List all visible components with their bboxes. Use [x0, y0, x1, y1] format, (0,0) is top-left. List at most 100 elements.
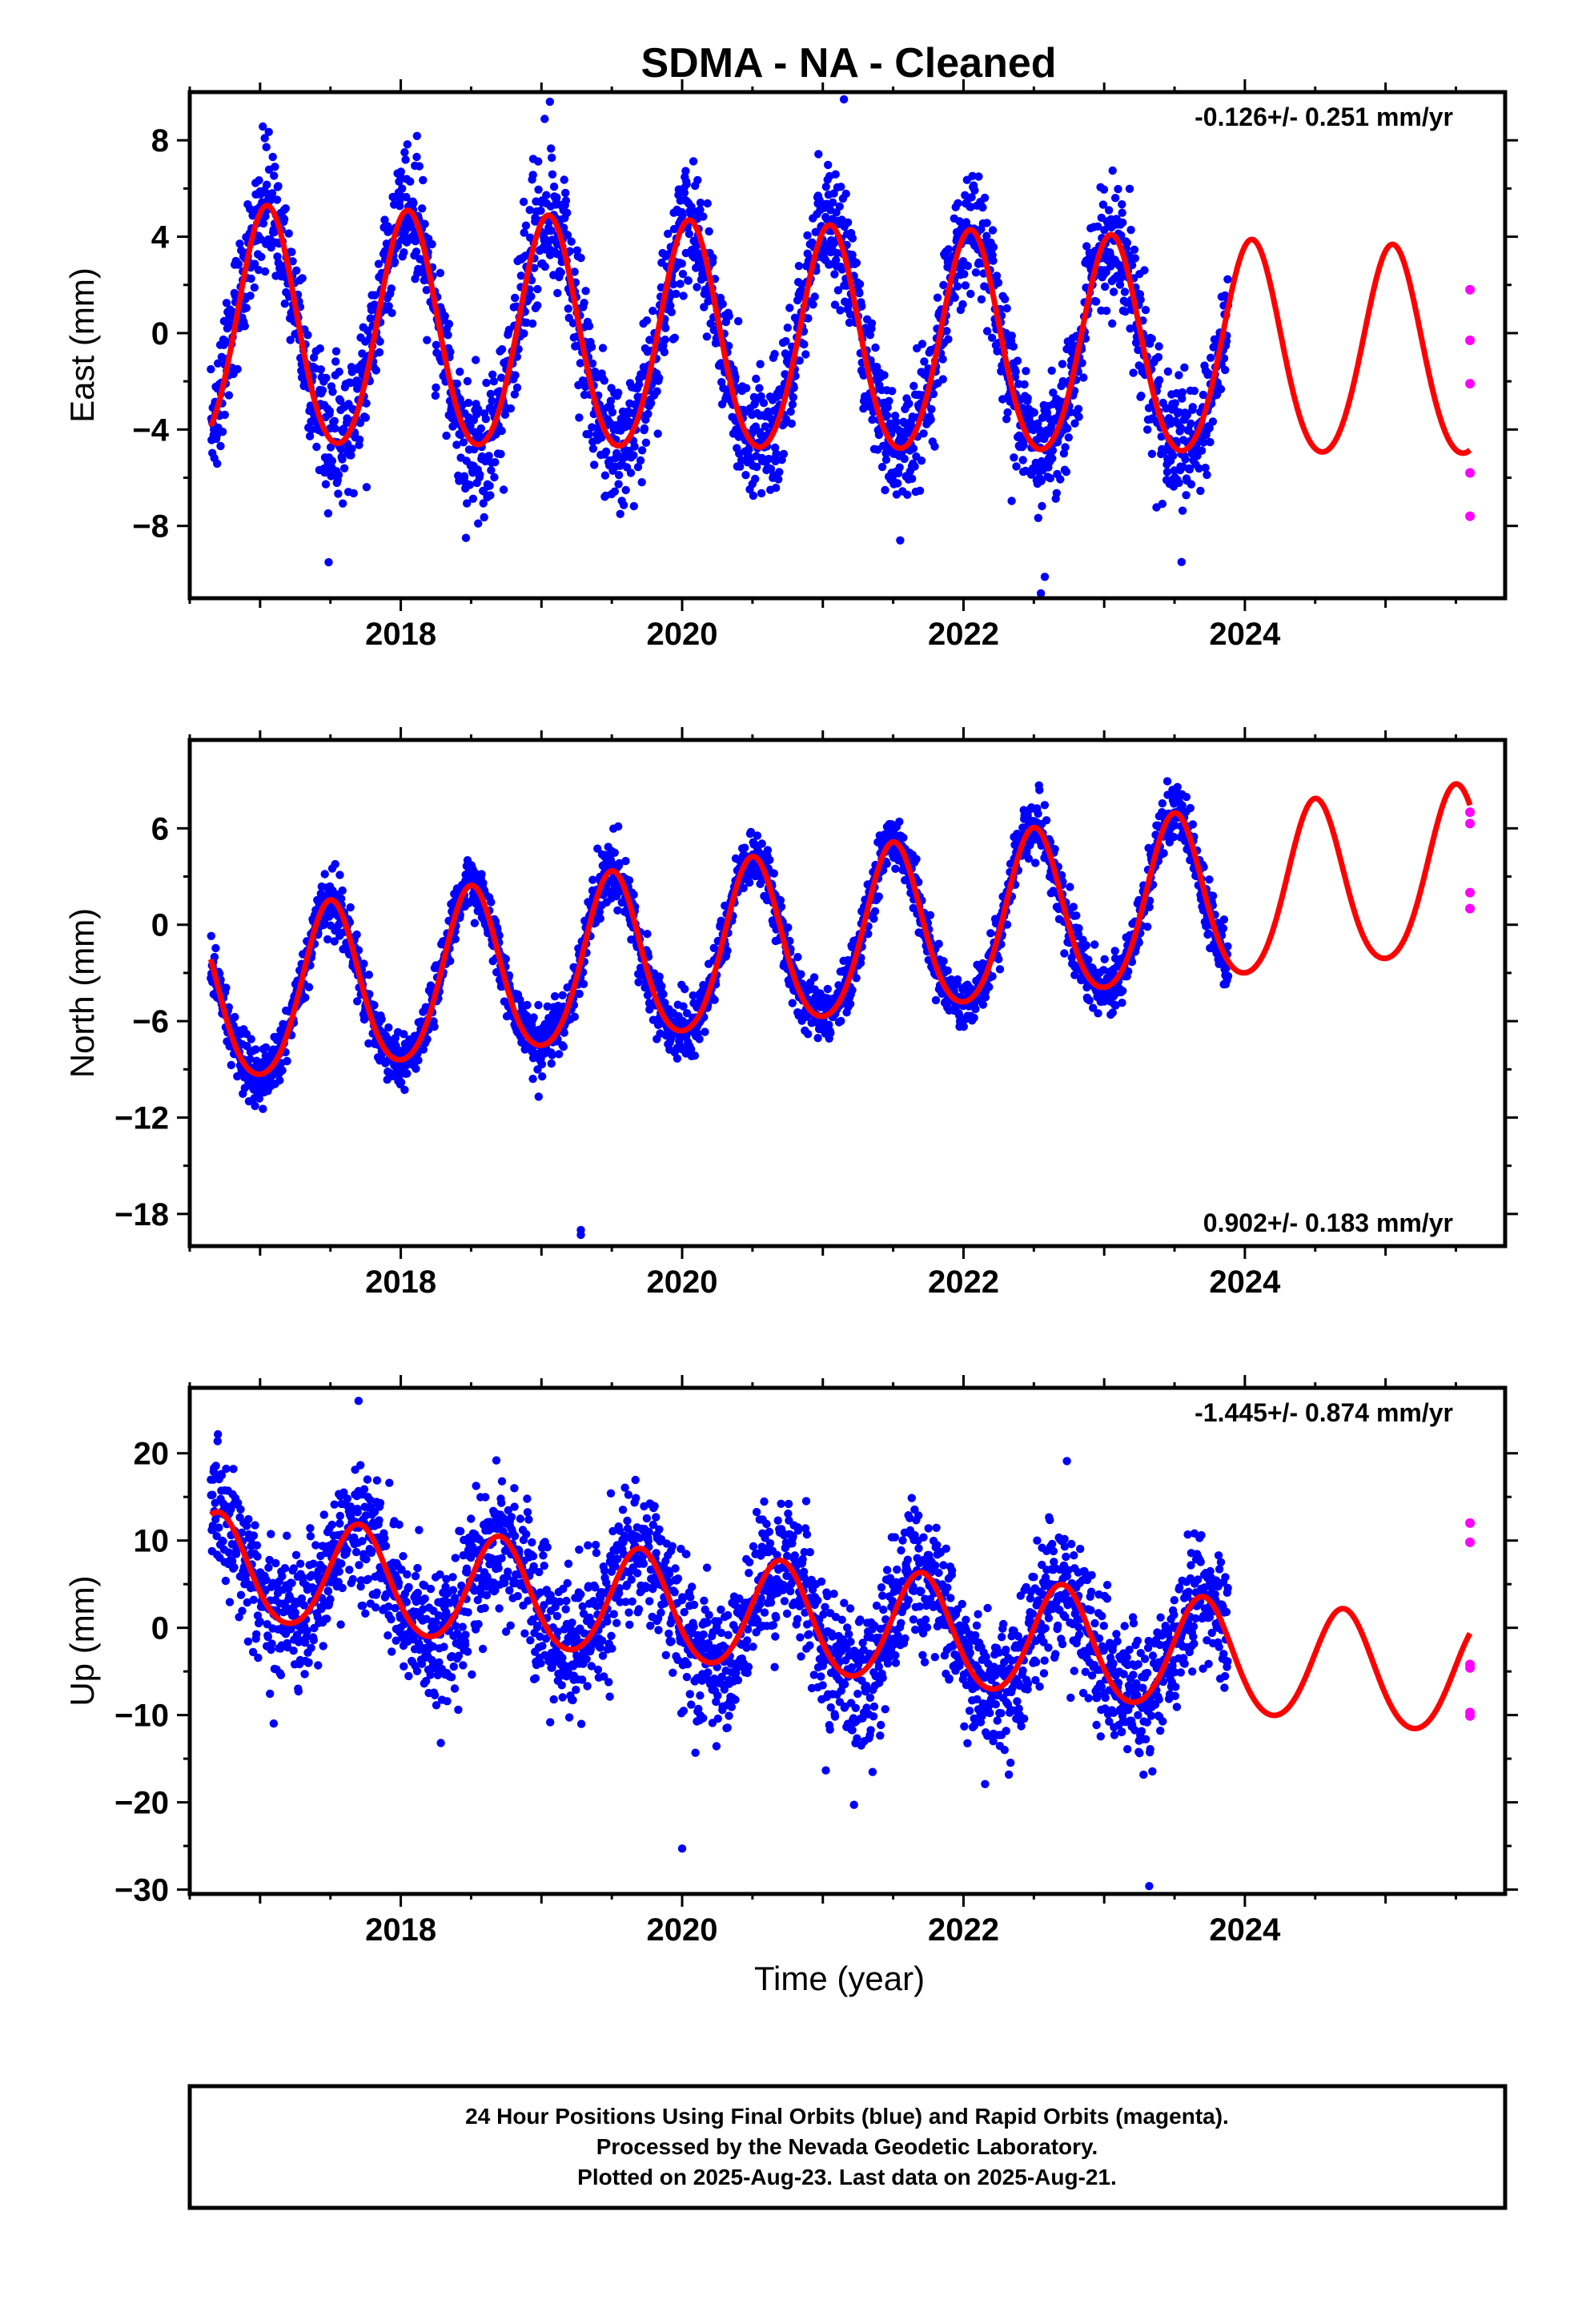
- data-point: [534, 157, 543, 166]
- data-point: [415, 162, 424, 171]
- data-point: [852, 259, 861, 267]
- data-point: [584, 430, 593, 439]
- data-point: [375, 337, 384, 346]
- data-point: [809, 300, 817, 309]
- data-point: [1034, 809, 1042, 818]
- data-point: [412, 152, 421, 162]
- data-point: [419, 1045, 428, 1054]
- data-point: [753, 831, 762, 840]
- data-point: [1082, 941, 1091, 950]
- data-point: [298, 274, 307, 283]
- data-point: [1034, 513, 1043, 522]
- data-point: [419, 175, 428, 185]
- data-point: [579, 979, 588, 989]
- data-point: [1104, 206, 1114, 215]
- data-point: [848, 986, 857, 995]
- data-point: [1079, 373, 1088, 382]
- data-point: [934, 939, 943, 948]
- data-point: [971, 1004, 980, 1014]
- data-point: [980, 193, 990, 203]
- data-point: [1046, 474, 1055, 483]
- data-point: [548, 1051, 556, 1059]
- data-point: [1094, 1009, 1102, 1018]
- data-point: [988, 226, 998, 235]
- data-point: [211, 943, 220, 953]
- data-point: [971, 268, 981, 277]
- data-point: [672, 289, 681, 299]
- data-point: [264, 127, 273, 136]
- data-point: [1182, 491, 1191, 500]
- data-point: [870, 907, 880, 916]
- data-point: [777, 903, 786, 911]
- data-point: [358, 349, 367, 358]
- data-point: [734, 316, 743, 326]
- data-point: [268, 152, 277, 162]
- data-point: [352, 930, 361, 939]
- y-tick-label: 0: [151, 316, 169, 352]
- data-point: [259, 219, 268, 228]
- data-point: [824, 160, 833, 170]
- data-point: [917, 456, 926, 465]
- data-point: [316, 365, 325, 374]
- data-point: [1134, 345, 1142, 355]
- data-point: [481, 415, 491, 424]
- data-point: [1223, 275, 1232, 283]
- data-point: [423, 336, 432, 344]
- data-point: [982, 231, 991, 240]
- data-point: [865, 331, 875, 340]
- data-point: [362, 399, 371, 408]
- data-point: [1117, 267, 1126, 275]
- data-point: [709, 253, 717, 263]
- data-point: [703, 199, 712, 208]
- data-point: [710, 995, 719, 1004]
- data-point: [251, 1045, 260, 1054]
- data-point: [629, 451, 638, 460]
- data-point: [529, 1013, 538, 1022]
- data-point: [789, 384, 798, 392]
- data-point: [963, 261, 973, 271]
- data-point: [621, 857, 630, 866]
- data-point: [813, 1034, 822, 1043]
- data-point: [489, 377, 499, 386]
- data-point: [436, 268, 445, 278]
- data-point: [613, 906, 622, 915]
- data-point: [1035, 786, 1044, 794]
- data-point: [786, 407, 795, 416]
- data-point: [978, 203, 987, 212]
- data-point: [1089, 1003, 1098, 1012]
- data-point: [472, 356, 480, 364]
- data-point: [234, 259, 243, 268]
- data-point: [794, 261, 804, 271]
- data-point: [262, 143, 271, 151]
- data-point: [521, 221, 531, 230]
- data-point: [540, 115, 549, 123]
- data-point: [580, 299, 588, 308]
- data-point: [1061, 443, 1070, 452]
- data-point: [292, 266, 301, 275]
- data-point: [259, 122, 267, 131]
- data-point: [988, 972, 997, 981]
- data-point: [240, 322, 249, 331]
- data-point: [406, 177, 415, 186]
- data-point: [1013, 356, 1022, 365]
- data-point: [550, 991, 560, 1001]
- data-point: [305, 432, 315, 440]
- data-point: [224, 1003, 233, 1012]
- data-point: [396, 1078, 406, 1087]
- data-point: [723, 947, 732, 955]
- data-point: [428, 239, 436, 249]
- data-point: [917, 340, 927, 348]
- data-point: [640, 424, 649, 433]
- data-point: [930, 442, 939, 451]
- data-point: [621, 485, 630, 495]
- data-point: [242, 304, 251, 312]
- data-point: [597, 433, 606, 442]
- data-point: [616, 509, 624, 518]
- data-point: [511, 371, 520, 380]
- data-point: [565, 247, 574, 255]
- data-point: [765, 855, 774, 865]
- data-point: [576, 359, 585, 368]
- data-point: [1143, 425, 1152, 434]
- data-point: [1019, 440, 1028, 450]
- data-point: [476, 424, 485, 433]
